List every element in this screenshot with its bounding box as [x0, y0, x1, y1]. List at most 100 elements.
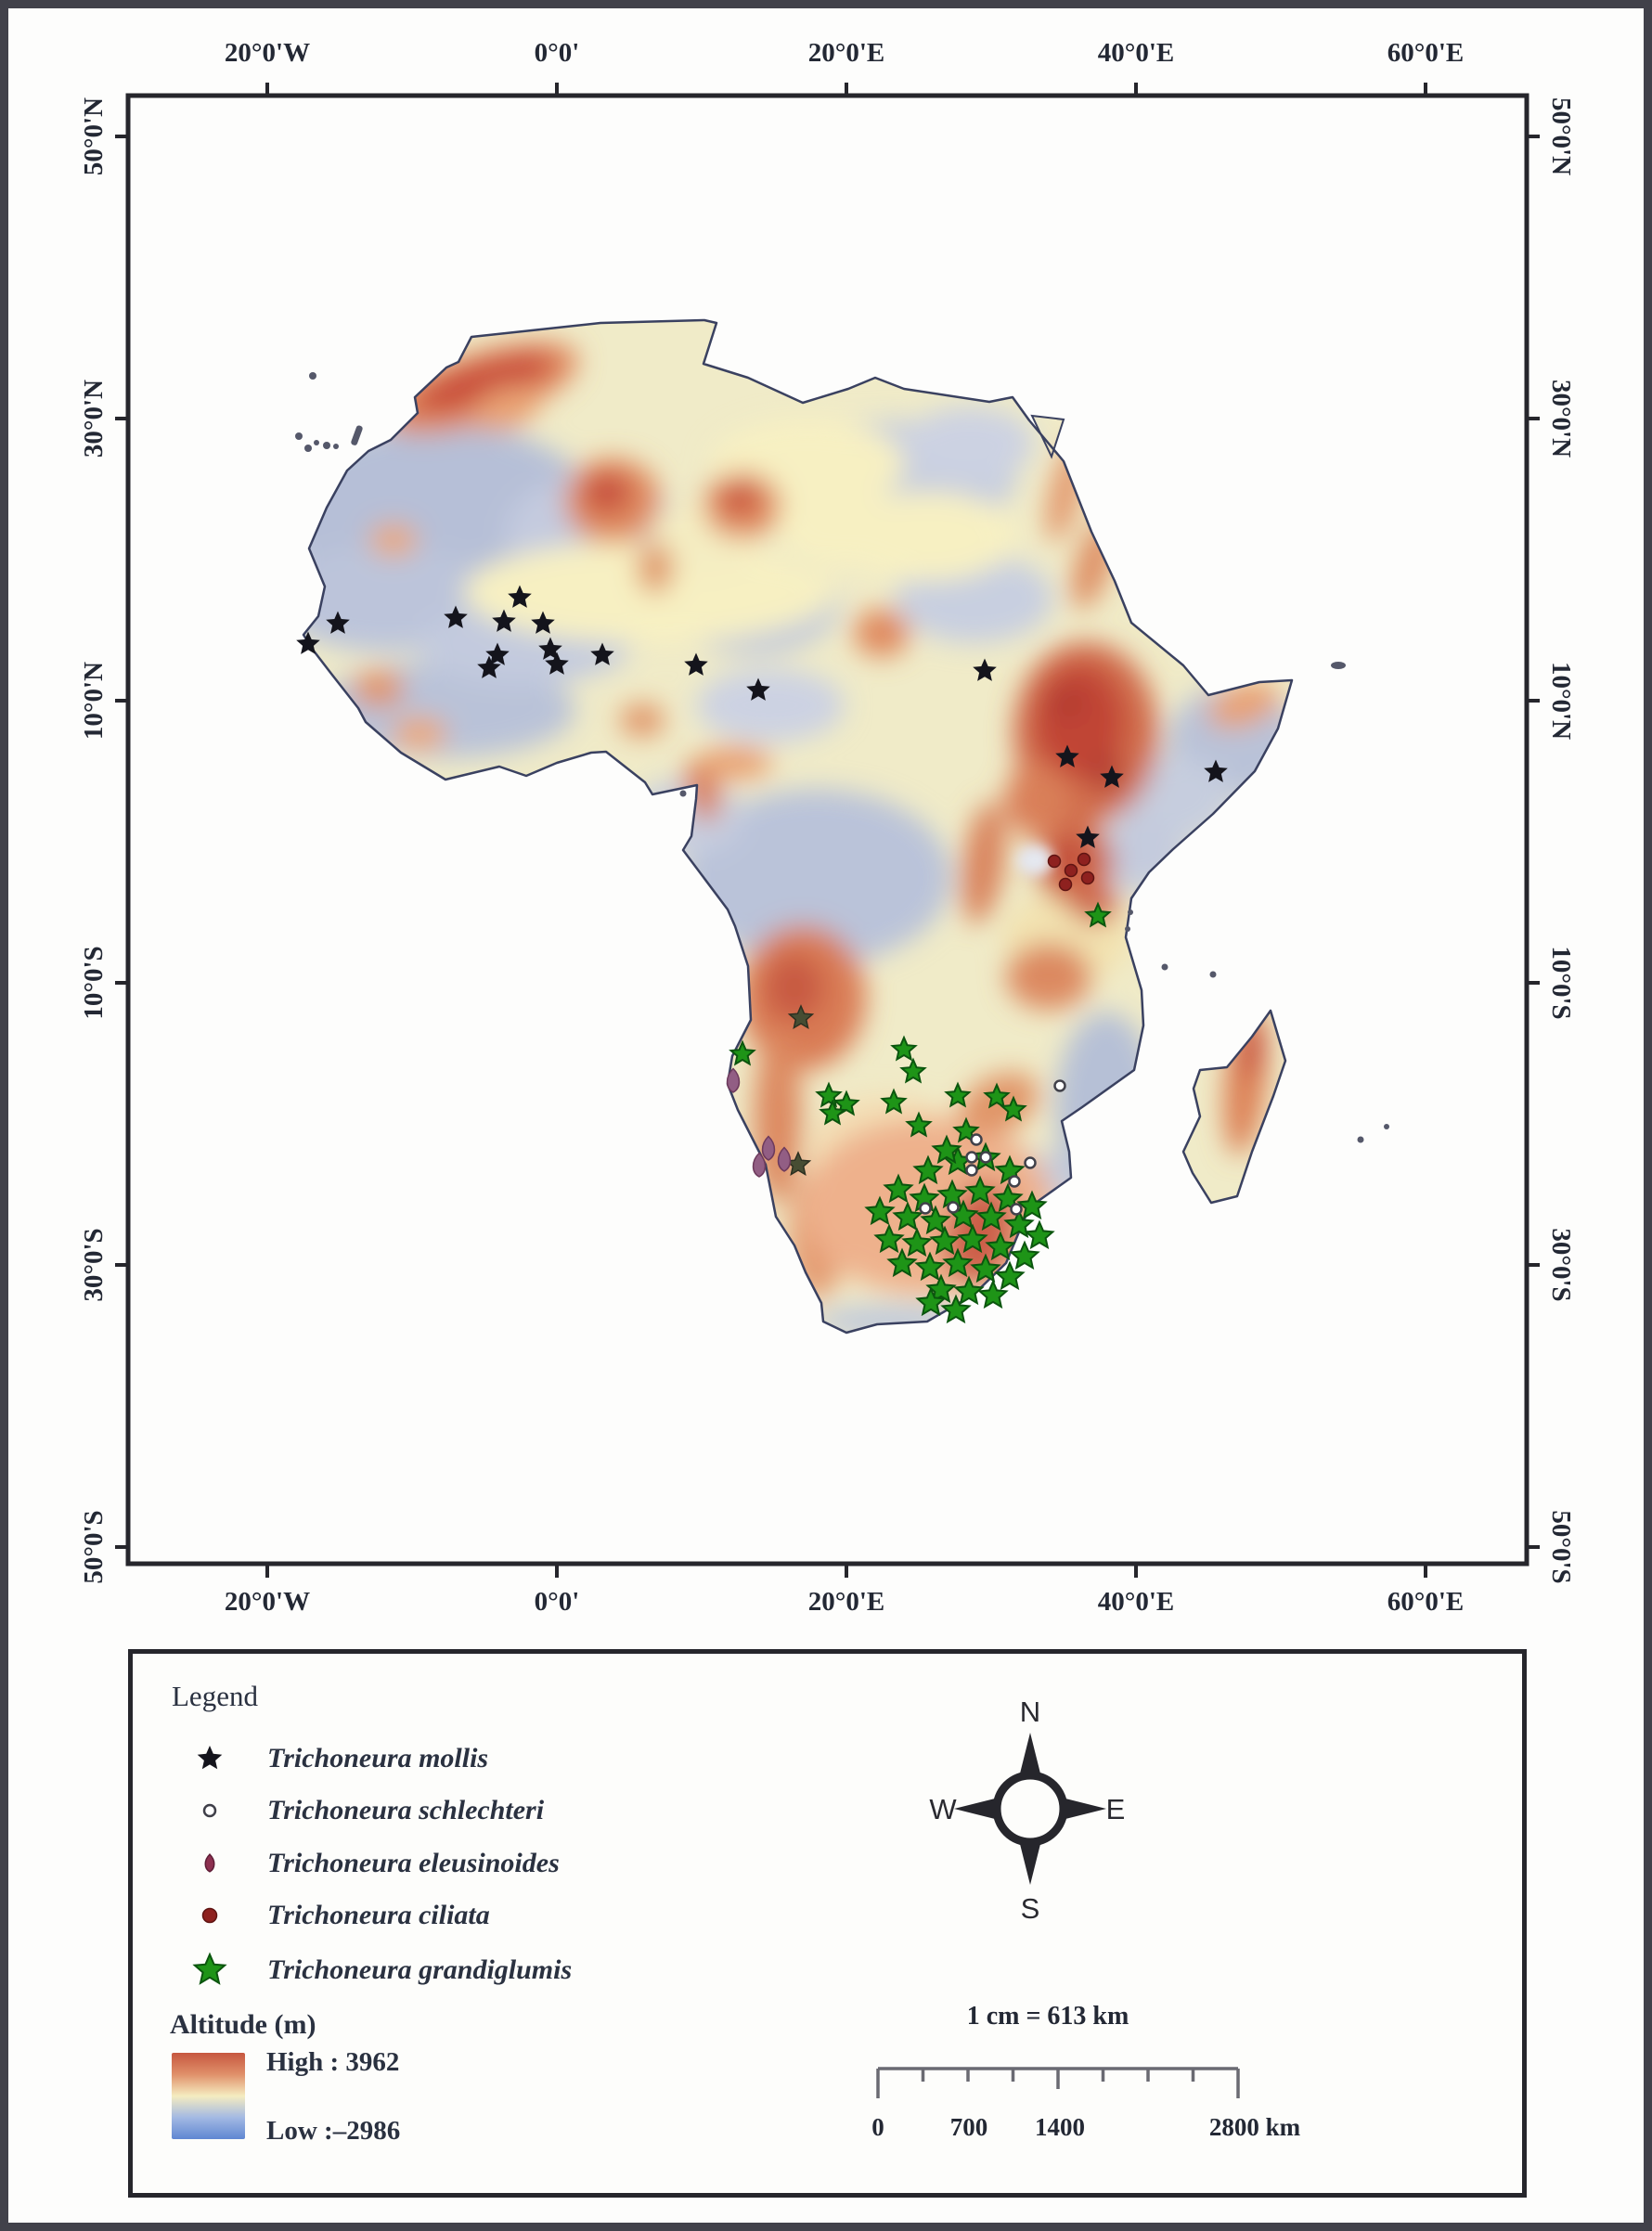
lon-label-top: 20°0'W — [225, 38, 310, 68]
marker-grandiglumis — [920, 1205, 951, 1235]
marker-grandiglumis — [912, 1154, 944, 1185]
marker-ciliata — [1058, 877, 1073, 892]
marker-schlechteri — [1053, 1079, 1066, 1092]
lon-label-top: 40°0'E — [1098, 38, 1175, 68]
lon-label-bottom: 40°0'E — [1098, 1587, 1175, 1617]
marker-eleusinoides — [726, 1067, 741, 1093]
marker-ciliata — [1047, 854, 1062, 869]
compass-north: N — [1020, 1696, 1040, 1728]
marker-grandiglumis — [883, 1173, 914, 1204]
marker-grandiglumis — [880, 1088, 908, 1115]
lon-label-bottom: 20°0'E — [808, 1587, 885, 1617]
marker-schlechteri — [947, 1201, 960, 1214]
africa-distribution-map: 20°0'W 0°0' 20°0'E 40°0'E 60°0'E 20°0'W 0°0' 20… — [79, 38, 1576, 1617]
marker-grandiglumis — [1016, 1190, 1048, 1220]
marker-grandiglumis — [890, 1035, 918, 1062]
scale-ratio-label: 1 cm = 613 km — [967, 2002, 1129, 2031]
marker-mollis — [492, 609, 516, 632]
lat-label-left: 50°0'S — [79, 1510, 109, 1583]
compass-ring — [992, 1771, 1068, 1847]
lat-label-left: 10°0'N — [79, 662, 109, 740]
lat-label-left: 10°0'S — [79, 946, 109, 1019]
legend-item-label: Trichoneura eleusinoides — [267, 1848, 560, 1878]
scale-bar-number: 2800 km — [1209, 2113, 1301, 2141]
marker-ciliata — [1064, 863, 1078, 878]
scale-bar-number: 700 — [950, 2113, 988, 2141]
marker-grandiglumis — [905, 1111, 933, 1138]
lat-label-right: 30°0'N — [1546, 380, 1576, 458]
scale-bar-labels: 0 700 1400 2800 km — [871, 2113, 1300, 2141]
marker-grandiglumis — [901, 1227, 933, 1257]
altitude-low-label: Low :–2986 — [266, 2116, 401, 2146]
marker-mollis — [973, 658, 997, 681]
marker-grandiglumis — [892, 1201, 923, 1232]
compass-south: S — [1021, 1892, 1040, 1925]
marker-grandiglumis — [1003, 1208, 1035, 1239]
marker-schlechteri — [970, 1133, 983, 1146]
compass-rose: N E S W — [929, 1696, 1126, 1925]
marker-grandiglumis — [942, 1247, 974, 1278]
compass-east: E — [1106, 1793, 1126, 1825]
open-circle-icon — [202, 1803, 217, 1818]
marker-grandiglumis — [819, 1099, 846, 1126]
marker-grandiglumis — [953, 1275, 985, 1306]
continent-raster — [295, 318, 1389, 1335]
lon-label-top: 0°0' — [535, 38, 580, 68]
marker-eleusinoides — [761, 1135, 776, 1161]
legend-item-label: Trichoneura grandiglumis — [267, 1954, 573, 1985]
lon-label-bottom: 0°0' — [535, 1587, 580, 1617]
marker-grandiglumis — [864, 1195, 896, 1226]
marker-ciliata — [1077, 852, 1091, 867]
lat-label-right: 10°0'S — [1546, 946, 1576, 1019]
scale-bar: 1 cm = 613 km 0 700 1400 2800 km — [871, 2002, 1300, 2141]
marker-grandiglumis — [729, 1039, 756, 1066]
graticule-labels: 20°0'W 0°0' 20°0'E 40°0'E 60°0'E 20°0'W 0°0' 20… — [79, 38, 1576, 1617]
marker-schlechteri — [1024, 1156, 1037, 1169]
black-star-icon — [197, 1746, 223, 1770]
marker-schlechteri — [919, 1202, 932, 1215]
marker-grandiglumis — [915, 1286, 947, 1317]
small-islands — [295, 372, 1389, 1143]
marker-schlechteri — [979, 1151, 992, 1164]
marker-grandiglumis — [1024, 1219, 1055, 1250]
marker-grandiglumis — [873, 1223, 905, 1254]
species-markers — [296, 585, 1228, 1324]
lon-label-top: 60°0'E — [1387, 38, 1465, 68]
marker-mollis — [1055, 744, 1079, 767]
compass-west: W — [929, 1793, 957, 1825]
madagascar-coastline — [1181, 1009, 1287, 1205]
marker-mollis — [545, 651, 569, 675]
lat-label-right: 50°0'N — [1546, 97, 1576, 175]
marker-grandiglumis — [983, 1082, 1011, 1109]
altitude-gradient — [172, 2053, 245, 2139]
marker-grandiglumis — [964, 1175, 996, 1206]
legend-item-label: Trichoneura schlechteri — [267, 1795, 545, 1825]
altitude-high-label: High : 3962 — [266, 2047, 400, 2077]
lat-label-left: 50°0'N — [79, 97, 109, 175]
lon-label-top: 20°0'E — [808, 38, 885, 68]
marker-grandiglumis — [985, 1231, 1016, 1261]
marker-grandiglumis — [977, 1279, 1009, 1309]
marker-schlechteri — [965, 1164, 978, 1177]
marker-grandiglumis — [1000, 1095, 1027, 1122]
marker-grandiglumis — [940, 1294, 972, 1324]
lon-label-bottom: 20°0'W — [225, 1587, 310, 1617]
sinai — [1030, 414, 1065, 459]
legend-item-label: Trichoneura mollis — [267, 1743, 489, 1773]
marker-eleusinoides — [777, 1146, 792, 1172]
marker-mollis — [1076, 825, 1100, 848]
dark-red-circle-icon — [201, 1907, 218, 1924]
marker-grandiglumis — [832, 1090, 860, 1116]
marker-mollis — [444, 605, 468, 628]
scale-bar-number: 0 — [871, 2113, 884, 2141]
marker-mollis — [590, 642, 614, 665]
marker-grandiglumis — [914, 1251, 946, 1282]
lat-label-right: 10°0'N — [1546, 662, 1576, 740]
marker-grandiglumis — [994, 1260, 1026, 1291]
altitude-title: Altitude (m) — [170, 2009, 316, 2040]
marker-mollis — [1204, 759, 1228, 782]
scale-bar-ticks — [876, 2067, 1240, 2098]
lat-label-left: 30°0'N — [79, 380, 109, 458]
marker-grandiglumis — [1084, 901, 1112, 928]
